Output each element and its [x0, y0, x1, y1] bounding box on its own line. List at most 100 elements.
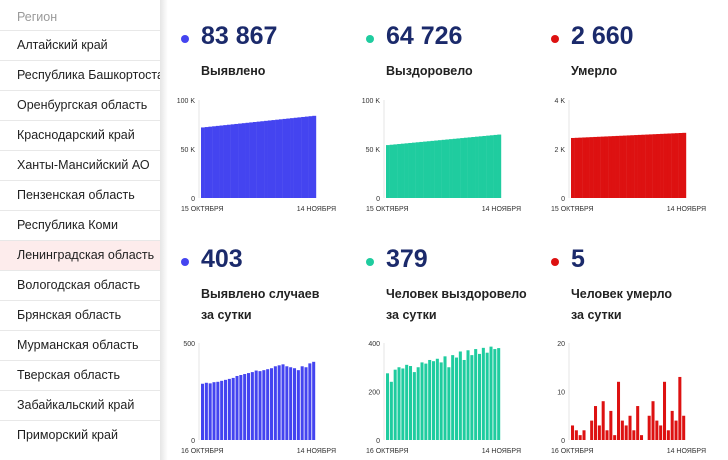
- chart-bar: [434, 140, 439, 198]
- chart-bar: [282, 118, 287, 198]
- stat-label-line2: за сутки: [201, 308, 252, 322]
- chart-bar: [301, 116, 306, 198]
- chart-bar: [293, 368, 297, 440]
- chart-bar: [574, 137, 579, 198]
- chart-bar: [626, 135, 631, 198]
- chart-bar: [397, 367, 401, 440]
- region-item[interactable]: Вологодская область: [0, 270, 160, 300]
- chart-bar: [682, 132, 687, 198]
- chart-bar: [312, 115, 317, 198]
- chart-bar: [389, 381, 393, 440]
- region-item[interactable]: Тверская область: [0, 360, 160, 390]
- bar-chart: 0 10 20 16 ОКТЯБРЯ 14 НОЯБРЯ: [551, 341, 706, 455]
- chart-bar: [312, 361, 316, 440]
- y-tick-label: 50 K: [366, 147, 381, 154]
- chart-bar: [493, 349, 497, 440]
- region-item[interactable]: Краснодарский край: [0, 120, 160, 150]
- chart-bar: [270, 368, 274, 440]
- chart-bar: [247, 373, 251, 440]
- stat-label: Выздоровело: [386, 64, 473, 78]
- chart-bar: [230, 124, 235, 198]
- chart-bar: [596, 136, 601, 198]
- series-dot-icon: [551, 35, 559, 43]
- bar-chart: 0 50 K 100 K 15 ОКТЯБРЯ 14 НОЯБРЯ: [177, 98, 336, 213]
- chart-bar: [590, 420, 594, 440]
- region-item[interactable]: Ленинградская область: [0, 240, 160, 270]
- stat-value: 403: [201, 245, 243, 273]
- chart-bar: [589, 137, 594, 198]
- chart-bar: [428, 359, 432, 440]
- chart-bar: [201, 127, 205, 198]
- chart-bar: [304, 367, 308, 440]
- chart-bar: [304, 116, 309, 198]
- chart-bar: [411, 142, 416, 198]
- chart-bar: [659, 425, 663, 440]
- chart-bar: [286, 118, 291, 198]
- chart-bar: [386, 373, 390, 440]
- y-tick-label: 50 K: [181, 147, 196, 154]
- chart-bar: [624, 425, 628, 440]
- chart-bar: [593, 136, 598, 198]
- y-tick-label: 100 K: [362, 98, 381, 105]
- chart-bar: [408, 142, 413, 198]
- chart-bar: [604, 136, 609, 198]
- region-item[interactable]: Брянская область: [0, 300, 160, 330]
- chart-bar: [220, 380, 224, 440]
- chart-bar: [682, 415, 686, 440]
- chart-bar: [449, 139, 453, 198]
- y-tick-label: 0: [376, 438, 380, 445]
- chart-bar: [258, 371, 262, 440]
- chart-bar: [666, 430, 670, 440]
- region-item[interactable]: Мурманская область: [0, 330, 160, 360]
- region-item[interactable]: Оренбургская область: [0, 90, 160, 120]
- chart-bar: [409, 366, 413, 440]
- region-item[interactable]: Приморский край: [0, 420, 160, 450]
- chart-bar: [227, 378, 231, 440]
- chart-bar: [215, 125, 220, 198]
- x-start-label: 15 ОКТЯБРЯ: [181, 206, 224, 213]
- chart-bar: [578, 435, 582, 440]
- chart-bar: [415, 142, 420, 198]
- chart-bar: [615, 135, 620, 198]
- region-item[interactable]: Республика Башкортостан: [0, 60, 160, 90]
- chart-bar: [481, 347, 485, 440]
- chart-bar: [619, 135, 624, 198]
- chart-bar: [663, 133, 668, 198]
- region-item[interactable]: Ханты-Мансийский АО: [0, 150, 160, 180]
- chart-bar: [585, 137, 590, 198]
- chart-bar: [475, 136, 479, 198]
- chart-bar: [574, 430, 578, 440]
- region-item[interactable]: Пензенская область: [0, 180, 160, 210]
- region-item[interactable]: Забайкальский край: [0, 390, 160, 420]
- chart-bar: [439, 362, 443, 440]
- chart-bar: [204, 127, 209, 198]
- chart-bar: [605, 430, 609, 440]
- chart-bar: [632, 430, 636, 440]
- chart-bar: [634, 135, 638, 198]
- chart-bar: [645, 134, 650, 198]
- chart-bar: [617, 381, 621, 440]
- chart-bar: [630, 135, 635, 198]
- region-item[interactable]: Алтайский край: [0, 30, 160, 60]
- x-end-label: 14 НОЯБРЯ: [667, 206, 706, 213]
- chart-bar: [426, 141, 431, 198]
- region-item[interactable]: Республика Коми: [0, 210, 160, 240]
- chart-bar: [628, 415, 632, 440]
- stat-label: Выявлено: [201, 64, 266, 78]
- chart-bar: [201, 383, 205, 440]
- chart-bar: [637, 134, 642, 198]
- chart-bar: [678, 133, 683, 198]
- chart-bar: [474, 349, 478, 440]
- chart-bar: [273, 366, 277, 440]
- y-tick-label: 2 K: [554, 147, 565, 154]
- chart-bar: [285, 366, 289, 440]
- chart-bar: [401, 368, 405, 440]
- chart-bar: [219, 125, 224, 198]
- chart-bar: [267, 120, 272, 198]
- stat-value: 83 867: [201, 22, 278, 50]
- chart-bar: [441, 139, 446, 198]
- chart-bar: [594, 406, 598, 440]
- chart-bar: [486, 135, 491, 198]
- chart-bar: [640, 435, 644, 440]
- y-tick-label: 10: [557, 390, 565, 397]
